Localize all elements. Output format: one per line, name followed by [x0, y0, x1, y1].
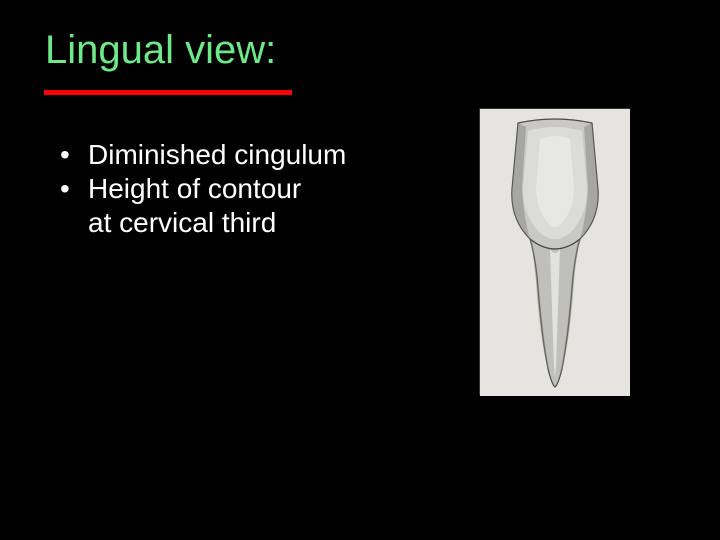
bullet-text: Height of contourat cervical third — [88, 173, 301, 238]
list-item: Diminished cingulum — [60, 138, 346, 172]
title-underline — [44, 90, 292, 95]
slide: Lingual view: Diminished cingulum Height… — [0, 0, 720, 540]
list-item: Height of contourat cervical third — [60, 172, 346, 240]
tooth-illustration-icon — [480, 109, 630, 396]
bullet-list: Diminished cingulum Height of contourat … — [60, 138, 346, 240]
bullet-text: Diminished cingulum — [88, 139, 346, 170]
slide-title: Lingual view: — [45, 28, 276, 73]
tooth-figure — [479, 108, 629, 395]
